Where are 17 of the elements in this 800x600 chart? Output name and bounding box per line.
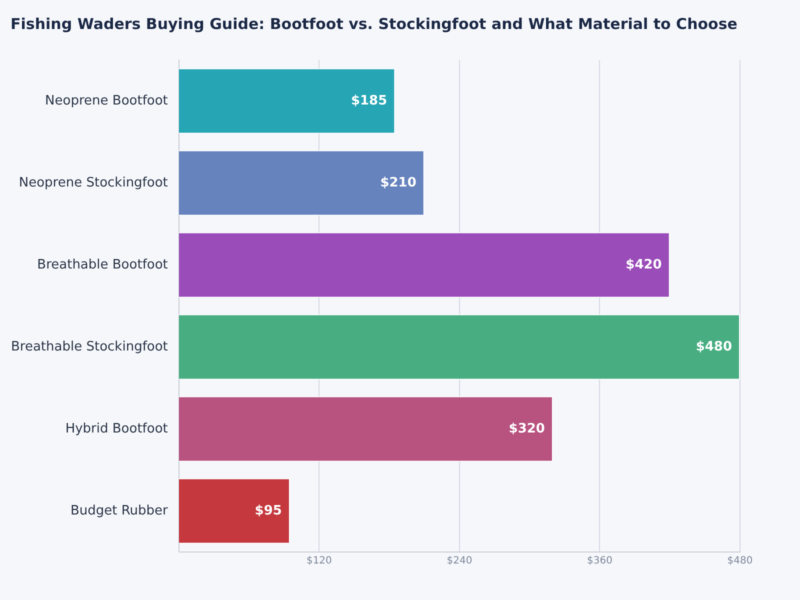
data-label: $320 [508, 421, 545, 436]
x-tick-label: $360 [587, 556, 612, 567]
chart-title: Fishing Waders Buying Guide: Bootfoot vs. Stockingfoot and What Material to Choose [10, 14, 738, 33]
y-tick-label: Neoprene Bootfoot [45, 93, 168, 108]
data-label: $95 [254, 503, 282, 518]
y-tick-label: Budget Rubber [70, 503, 169, 518]
data-label: $480 [696, 339, 732, 354]
y-tick-label: Breathable Stockingfoot [10, 339, 168, 354]
y-tick-label: Breathable Bootfoot [37, 257, 168, 272]
data-label: $210 [380, 175, 416, 190]
y-tick-label: Neoprene Stockingfoot [18, 175, 168, 190]
data-label: $420 [626, 257, 662, 272]
data-label: $185 [350, 93, 388, 108]
x-tick-label: $120 [306, 556, 332, 567]
x-tick-label: $240 [446, 556, 472, 567]
y-tick-label: Hybrid Bootfoot [65, 421, 168, 436]
x-tick-label: $480 [727, 556, 753, 567]
